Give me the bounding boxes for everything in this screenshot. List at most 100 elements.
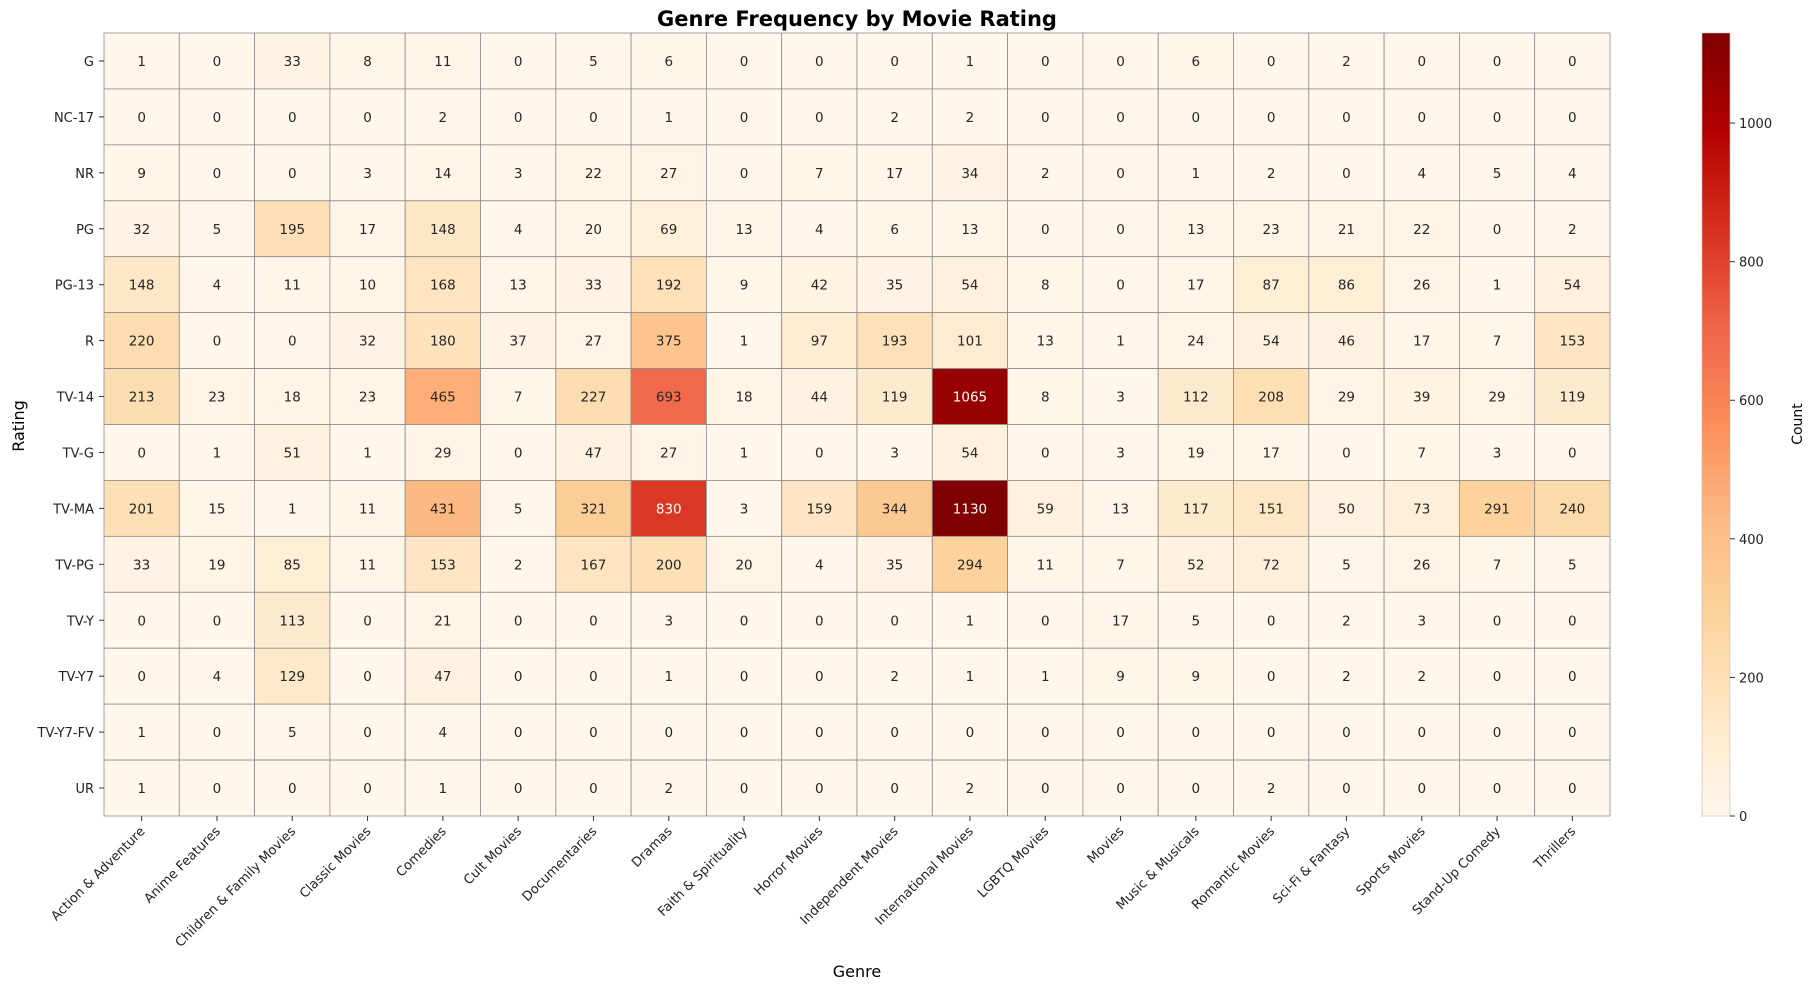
cell-value-label: 0 (213, 110, 222, 126)
heatmap-cell (781, 647, 858, 705)
cell-value-label: 5 (288, 725, 297, 741)
cell-value-label: 213 (129, 390, 155, 406)
cell-value-label: 33 (585, 278, 602, 294)
heatmap-cell (555, 424, 632, 481)
cell-value-label: 11 (1037, 557, 1054, 573)
cell-value-label: 69 (660, 222, 677, 238)
cell-value-label: 7 (1493, 334, 1502, 350)
heatmap-cell (1383, 759, 1460, 817)
x-tick-label: Sci-Fi & Fantasy (1270, 824, 1353, 907)
heatmap-cell (630, 88, 707, 146)
cell-value-label: 32 (359, 334, 376, 350)
heatmap-cell (555, 368, 632, 425)
cell-value-label: 0 (363, 725, 372, 741)
cell-value-label: 375 (656, 334, 682, 350)
cell-value-label: 0 (1417, 54, 1426, 70)
heatmap-cell (329, 535, 406, 593)
cell-value-label: 0 (740, 669, 749, 685)
heatmap-cell (1007, 535, 1084, 593)
cell-value-label: 0 (1041, 445, 1050, 461)
heatmap-cell (1459, 591, 1536, 649)
cell-value-label: 2 (890, 669, 899, 685)
heatmap-cell (706, 591, 783, 649)
cell-value-label: 0 (1041, 222, 1050, 238)
cell-value-label: 0 (1116, 54, 1125, 70)
cell-value-label: 27 (660, 166, 677, 182)
cell-value-label: 17 (1413, 334, 1430, 350)
cell-value-label: 0 (890, 725, 899, 741)
heatmap-cell (178, 424, 256, 481)
cell-value-label: 0 (137, 445, 146, 461)
heatmap-cell (555, 480, 632, 537)
heatmap-cell (178, 32, 256, 90)
heatmap-cell (555, 200, 632, 258)
heatmap-cell (1308, 88, 1385, 146)
cell-value-label: 26 (1413, 557, 1430, 573)
cell-value-label: 9 (740, 278, 749, 294)
heatmap-cell (1157, 200, 1234, 258)
cell-value-label: 0 (1116, 222, 1125, 238)
cell-value-label: 0 (1267, 110, 1276, 126)
cell-value-label: 0 (1192, 110, 1201, 126)
cell-value-label: 47 (434, 669, 451, 685)
cell-value-label: 4 (815, 222, 824, 238)
heatmap-cell (1383, 703, 1460, 761)
heatmap-cell (931, 200, 1008, 258)
colorbar-label: Count (1790, 403, 1806, 445)
heatmap-cell (404, 368, 481, 425)
cell-value-label: 1 (966, 669, 975, 685)
cell-value-label: 7 (815, 166, 824, 182)
heatmap-cell (1308, 256, 1385, 314)
heatmap-cell (1233, 703, 1310, 761)
cell-value-label: 29 (1488, 390, 1505, 406)
cell-value-label: 1 (363, 445, 372, 461)
cell-value-label: 54 (961, 278, 978, 294)
cell-value-label: 0 (815, 445, 824, 461)
x-tick-label: Action & Adventure (49, 824, 149, 924)
heatmap-cell (630, 759, 707, 817)
heatmap-cell (480, 591, 557, 649)
heatmap-cell (1233, 32, 1310, 90)
heatmap-cell (480, 144, 557, 202)
cell-value-label: 0 (1041, 725, 1050, 741)
cell-value-label: 11 (359, 501, 376, 517)
heatmap-cell (706, 759, 783, 817)
cell-value-label: 0 (740, 613, 749, 629)
y-tick-label: TV-G (62, 446, 94, 461)
cell-value-label: 0 (137, 110, 146, 126)
cell-value-label: 0 (815, 781, 824, 797)
cell-value-label: 0 (1116, 278, 1125, 294)
y-tick-label: TV-14 (56, 391, 94, 406)
heatmap-cell (480, 703, 557, 761)
heatmap-cell (706, 144, 783, 202)
cell-value-label: 23 (1263, 222, 1280, 238)
cell-value-label: 321 (581, 501, 607, 517)
cell-value-label: 0 (213, 334, 222, 350)
heatmap-cell (1308, 480, 1385, 537)
cell-value-label: 148 (129, 278, 155, 294)
cell-value-label: 830 (656, 501, 682, 517)
heatmap-cell (1383, 256, 1460, 314)
cell-value-label: 3 (1116, 390, 1125, 406)
x-tick-label: Cult Movies (461, 824, 525, 888)
heatmap-cell (1082, 200, 1159, 258)
cell-value-label: 27 (660, 445, 677, 461)
cell-value-label: 3 (514, 166, 523, 182)
cell-value-label: 168 (430, 278, 456, 294)
heatmap-cell (1157, 480, 1234, 537)
cell-value-label: 5 (589, 54, 598, 70)
cell-value-label: 0 (1192, 725, 1201, 741)
heatmap-cell (706, 368, 783, 425)
heatmap-cell (706, 535, 783, 593)
cell-value-label: 0 (1568, 725, 1577, 741)
heatmap-cell (1459, 200, 1536, 258)
cell-value-label: 46 (1338, 334, 1355, 350)
cell-value-label: 7 (514, 390, 523, 406)
cell-value-label: 0 (213, 166, 222, 182)
heatmap-cell (706, 88, 783, 146)
x-tick-label: Sports Movies (1354, 824, 1429, 899)
cell-value-label: 0 (288, 334, 297, 350)
heatmap-cell (1233, 591, 1310, 649)
